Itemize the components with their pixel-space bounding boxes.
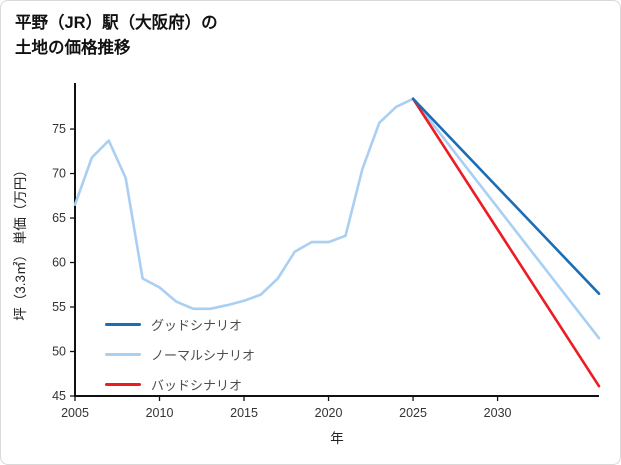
svg-text:2025: 2025	[399, 406, 427, 420]
legend-item-bad: バッドシナリオ	[105, 375, 255, 394]
y-axis-label: 坪（3.3㎡） 単価（万円）	[13, 163, 28, 321]
svg-text:2030: 2030	[484, 406, 512, 420]
x-axis-label: 年	[330, 431, 344, 446]
chart-title: 平野（JR）駅（大阪府）の 土地の価格推移	[15, 14, 218, 57]
svg-text:2015: 2015	[230, 406, 258, 420]
svg-text:50: 50	[52, 345, 66, 359]
plot-area: 45 50 55 60 65 70 75 2005 2010 2015 2020 2025 2030	[52, 83, 601, 420]
svg-text:70: 70	[52, 167, 66, 181]
svg-text:75: 75	[52, 122, 66, 136]
svg-text:60: 60	[52, 256, 66, 270]
svg-text:2010: 2010	[146, 406, 174, 420]
bad-scenario-line-swatch	[105, 382, 141, 387]
legend-item-good: グッドシナリオ	[105, 315, 255, 334]
svg-text:2020: 2020	[315, 406, 343, 420]
legend-label-bad: バッドシナリオ	[151, 378, 243, 393]
legend-item-normal: ノーマルシナリオ	[105, 345, 255, 364]
chart-legend: グッドシナリオ ノーマルシナリオ バッドシナリオ	[105, 315, 255, 394]
svg-text:55: 55	[52, 300, 66, 314]
legend-label-good: グッドシナリオ	[151, 318, 243, 333]
good-scenario-line-swatch	[105, 322, 141, 327]
svg-text:2005: 2005	[61, 406, 89, 420]
legend-label-normal: ノーマルシナリオ	[151, 348, 256, 363]
svg-text:65: 65	[52, 211, 66, 225]
svg-text:45: 45	[52, 389, 66, 403]
normal-scenario-line-swatch	[105, 352, 141, 357]
